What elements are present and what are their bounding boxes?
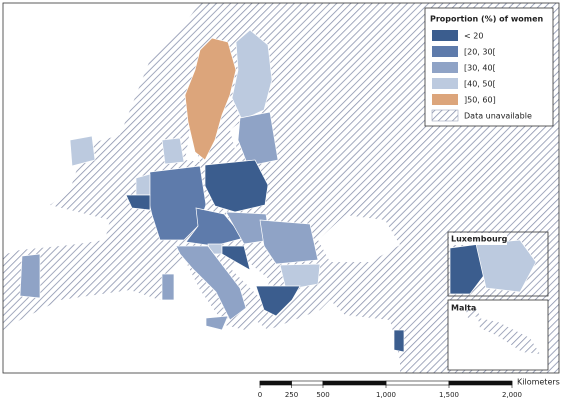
legend-swatch (432, 94, 458, 105)
legend-title: Proportion (%) of women (430, 15, 544, 24)
gozo-island (466, 308, 480, 318)
legend: Proportion (%) of women < 20 [20, 30[ [30,… (424, 7, 554, 127)
ireland (69, 135, 96, 167)
legend-label: [30, 40[ (464, 64, 496, 73)
netherlands (135, 173, 151, 196)
legend-label: [40, 50[ (464, 80, 496, 89)
scale-tick-label: 250 (285, 391, 298, 399)
inset-malta: Malta (447, 299, 549, 371)
scale-segment (259, 380, 292, 386)
legend-swatch (432, 78, 458, 89)
inset-label: Luxembourg (451, 235, 508, 244)
italy (175, 245, 247, 321)
sweden (184, 37, 237, 161)
scale-bar: Kilometers 0 250 500 1,000 1,500 2,000 (258, 378, 560, 400)
malta-island (478, 318, 540, 354)
croatia (221, 245, 251, 271)
scale-segment (322, 380, 387, 386)
legend-label: [20, 30[ (464, 48, 496, 57)
scale-tick-label: 500 (316, 391, 329, 399)
denmark (161, 137, 185, 165)
countries (19, 29, 405, 353)
inset-luxembourg: Luxembourg (447, 231, 549, 297)
belgium (125, 194, 151, 211)
romania (259, 219, 319, 265)
sea (3, 3, 400, 373)
cyprus (393, 329, 405, 353)
legend-label: < 20 (464, 32, 483, 41)
poland (204, 159, 269, 213)
baltics (237, 111, 279, 167)
scale-tick-label: 1,500 (439, 391, 459, 399)
scale-tick-label: 1,000 (376, 391, 396, 399)
legend-label: ]50, 60] (464, 96, 496, 105)
legend-label: Data unavailable (464, 112, 532, 121)
legend-swatch (432, 46, 458, 57)
luxembourg (475, 239, 537, 293)
greece (255, 285, 301, 317)
scale-segment (385, 380, 450, 386)
sicily (205, 315, 229, 331)
legend-swatch (432, 62, 458, 73)
scale-segment (291, 380, 324, 386)
inset-label: Malta (451, 304, 476, 313)
bulgaria (279, 263, 321, 291)
scale-tick-label: 0 (258, 391, 262, 399)
scale-unit: Kilometers (517, 378, 560, 387)
legend-swatch (431, 109, 459, 122)
scale-tick-label: 2,000 (502, 391, 522, 399)
portugal (19, 253, 41, 299)
scale-segment (448, 380, 513, 386)
legend-swatch (432, 30, 458, 41)
finland (231, 29, 273, 121)
inset-label-bg (449, 233, 507, 245)
sardinia (161, 273, 175, 301)
map-frame (2, 2, 560, 374)
